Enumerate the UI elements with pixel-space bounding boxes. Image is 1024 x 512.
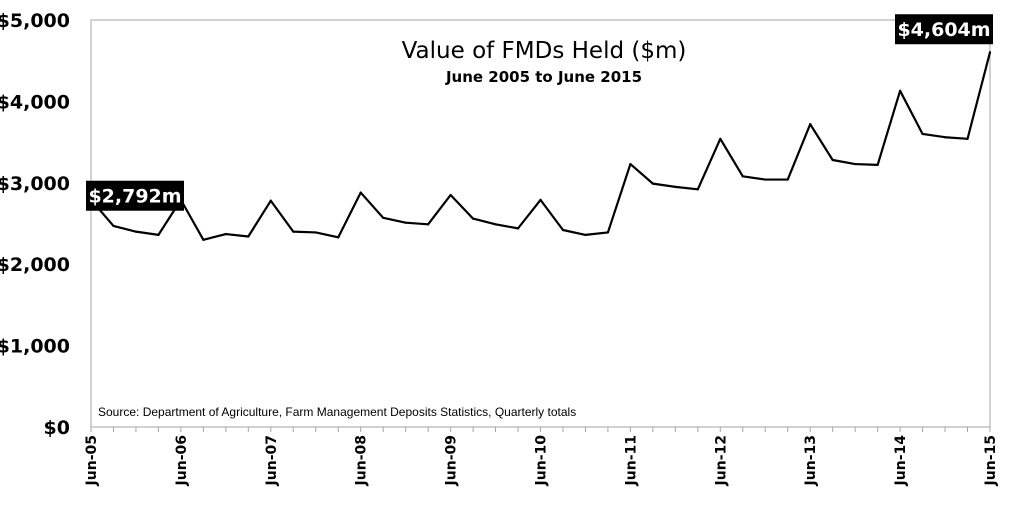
- data-point: [202, 238, 205, 241]
- value-callouts: $2,792m $4,604m: [86, 14, 993, 211]
- x-tick-label: Jun-06: [174, 435, 190, 486]
- data-point: [314, 231, 317, 234]
- chart-title: Value of FMDs Held ($m): [402, 38, 687, 64]
- data-point: [921, 132, 924, 136]
- plot-area-frame: [90, 19, 991, 428]
- data-point: [516, 227, 520, 230]
- data-point: [157, 233, 160, 236]
- data-point: [292, 230, 295, 233]
- data-point: [854, 162, 857, 166]
- data-point: [539, 198, 542, 201]
- data-point: [224, 232, 227, 236]
- data-point: [561, 228, 565, 232]
- x-tick-label: Jun-12: [713, 435, 729, 486]
- x-tick-label: Jun-14: [893, 435, 909, 487]
- x-tick-label: Jun-10: [534, 435, 550, 487]
- data-point: [764, 178, 767, 181]
- data-point: [719, 137, 722, 140]
- data-point: [471, 217, 475, 220]
- callout-label: $4,604m: [897, 19, 990, 41]
- data-point: [988, 51, 992, 54]
- data-point: [584, 233, 587, 236]
- data-point: [427, 223, 430, 226]
- data-point: [382, 216, 385, 219]
- data-point: [899, 89, 902, 92]
- data-point: [674, 185, 677, 188]
- callout-box: [86, 180, 184, 211]
- y-tick-label: $0: [44, 417, 70, 439]
- data-point: [696, 188, 699, 191]
- y-axis-tick-labels: $0 $1,000 $2,000 $3,000 $4,000 $5,000: [0, 10, 70, 439]
- data-point: [449, 193, 452, 197]
- x-tick-label: Jun-15: [983, 435, 999, 486]
- data-point: [112, 224, 115, 228]
- data-point: [337, 236, 340, 239]
- data-point: [831, 158, 834, 162]
- data-point: [494, 223, 497, 226]
- data-point: [786, 178, 789, 181]
- data-point: [876, 163, 879, 166]
- data-point: [943, 136, 947, 139]
- x-tick-label: Jun-08: [354, 435, 370, 486]
- data-point: [134, 230, 138, 233]
- data-point: [629, 162, 632, 166]
- x-tick-label: Jun-07: [264, 435, 280, 486]
- x-tick-label: Jun-05: [84, 435, 100, 486]
- y-tick-label: $4,000: [0, 91, 70, 113]
- source-note: Source: Department of Agriculture, Farm …: [98, 405, 576, 419]
- x-tick-label: Jun-11: [623, 435, 639, 486]
- data-point: [359, 191, 362, 194]
- x-tick-label: Jun-13: [803, 435, 819, 486]
- y-tick-label: $1,000: [0, 336, 70, 358]
- data-point: [404, 221, 407, 224]
- callout-box: [895, 14, 993, 45]
- data-point: [741, 175, 744, 178]
- x-tick-label: Jun-09: [444, 435, 460, 486]
- data-point: [966, 137, 969, 140]
- value-callout: $2,792m: [86, 180, 184, 211]
- data-point: [269, 199, 272, 202]
- data-point: [247, 235, 250, 238]
- chart-subtitle: June 2005 to June 2015: [445, 68, 642, 86]
- value-callout: $4,604m: [895, 14, 993, 45]
- data-point: [606, 231, 610, 234]
- y-tick-label: $3,000: [0, 173, 70, 195]
- y-tick-label: $5,000: [0, 10, 70, 32]
- callout-label: $2,792m: [88, 186, 181, 208]
- data-point: [651, 182, 654, 185]
- x-axis: Jun-05 Jun-06 Jun-07 Jun-08 Jun-09 Jun-10 Jun-…: [84, 427, 999, 486]
- y-tick-label: $2,000: [0, 254, 70, 276]
- data-point: [809, 123, 812, 126]
